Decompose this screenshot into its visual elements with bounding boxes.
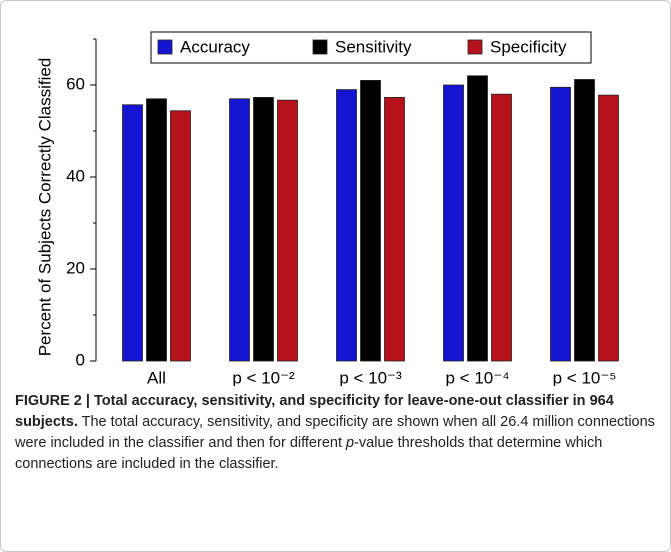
bar bbox=[253, 97, 274, 362]
bar bbox=[360, 80, 381, 362]
bar bbox=[277, 99, 298, 362]
y-tick-label: 60 bbox=[66, 74, 85, 93]
x-tick-label: p < 10⁻⁴ bbox=[445, 368, 509, 386]
legend-swatch bbox=[312, 39, 328, 55]
bar bbox=[146, 98, 167, 362]
y-tick-label: 40 bbox=[66, 166, 85, 185]
caption: FIGURE 2 | Total accuracy, sensitivity, … bbox=[15, 391, 655, 475]
x-tick-label: p < 10⁻⁵ bbox=[553, 368, 617, 386]
y-tick-label: 0 bbox=[76, 350, 85, 369]
bar bbox=[170, 110, 191, 362]
legend-label: Accuracy bbox=[180, 37, 250, 56]
legend-swatch bbox=[157, 39, 173, 55]
caption-label: FIGURE 2 | Total accuracy, sensitivity, … bbox=[15, 393, 614, 430]
legend-label: Sensitivity bbox=[335, 37, 412, 56]
caption-italic: p bbox=[346, 435, 355, 451]
y-axis-label: Percent of Subjects Correctly Classified bbox=[35, 58, 54, 357]
bar bbox=[443, 84, 464, 362]
bar bbox=[491, 93, 512, 362]
caption-text: -value thresholds that determine which c… bbox=[15, 435, 603, 472]
chart: Percent of Subjects Correctly Classified… bbox=[35, 31, 619, 386]
x-tick-label: p < 10⁻² bbox=[232, 368, 295, 386]
bar bbox=[384, 97, 405, 362]
bar bbox=[467, 75, 488, 362]
bar bbox=[229, 98, 250, 362]
legend-swatch bbox=[467, 39, 483, 55]
x-tick-label: p < 10⁻³ bbox=[339, 368, 402, 386]
bar bbox=[598, 94, 619, 362]
x-tick-label: All bbox=[147, 368, 166, 386]
legend-label: Specificity bbox=[490, 37, 567, 56]
bar bbox=[550, 86, 571, 362]
bar bbox=[574, 79, 595, 362]
legend-box bbox=[150, 31, 592, 64]
y-tick-label: 20 bbox=[66, 258, 85, 277]
bar bbox=[122, 104, 143, 362]
caption-text: The total accuracy, sensitivity, and spe… bbox=[15, 414, 655, 451]
bar bbox=[336, 89, 357, 362]
